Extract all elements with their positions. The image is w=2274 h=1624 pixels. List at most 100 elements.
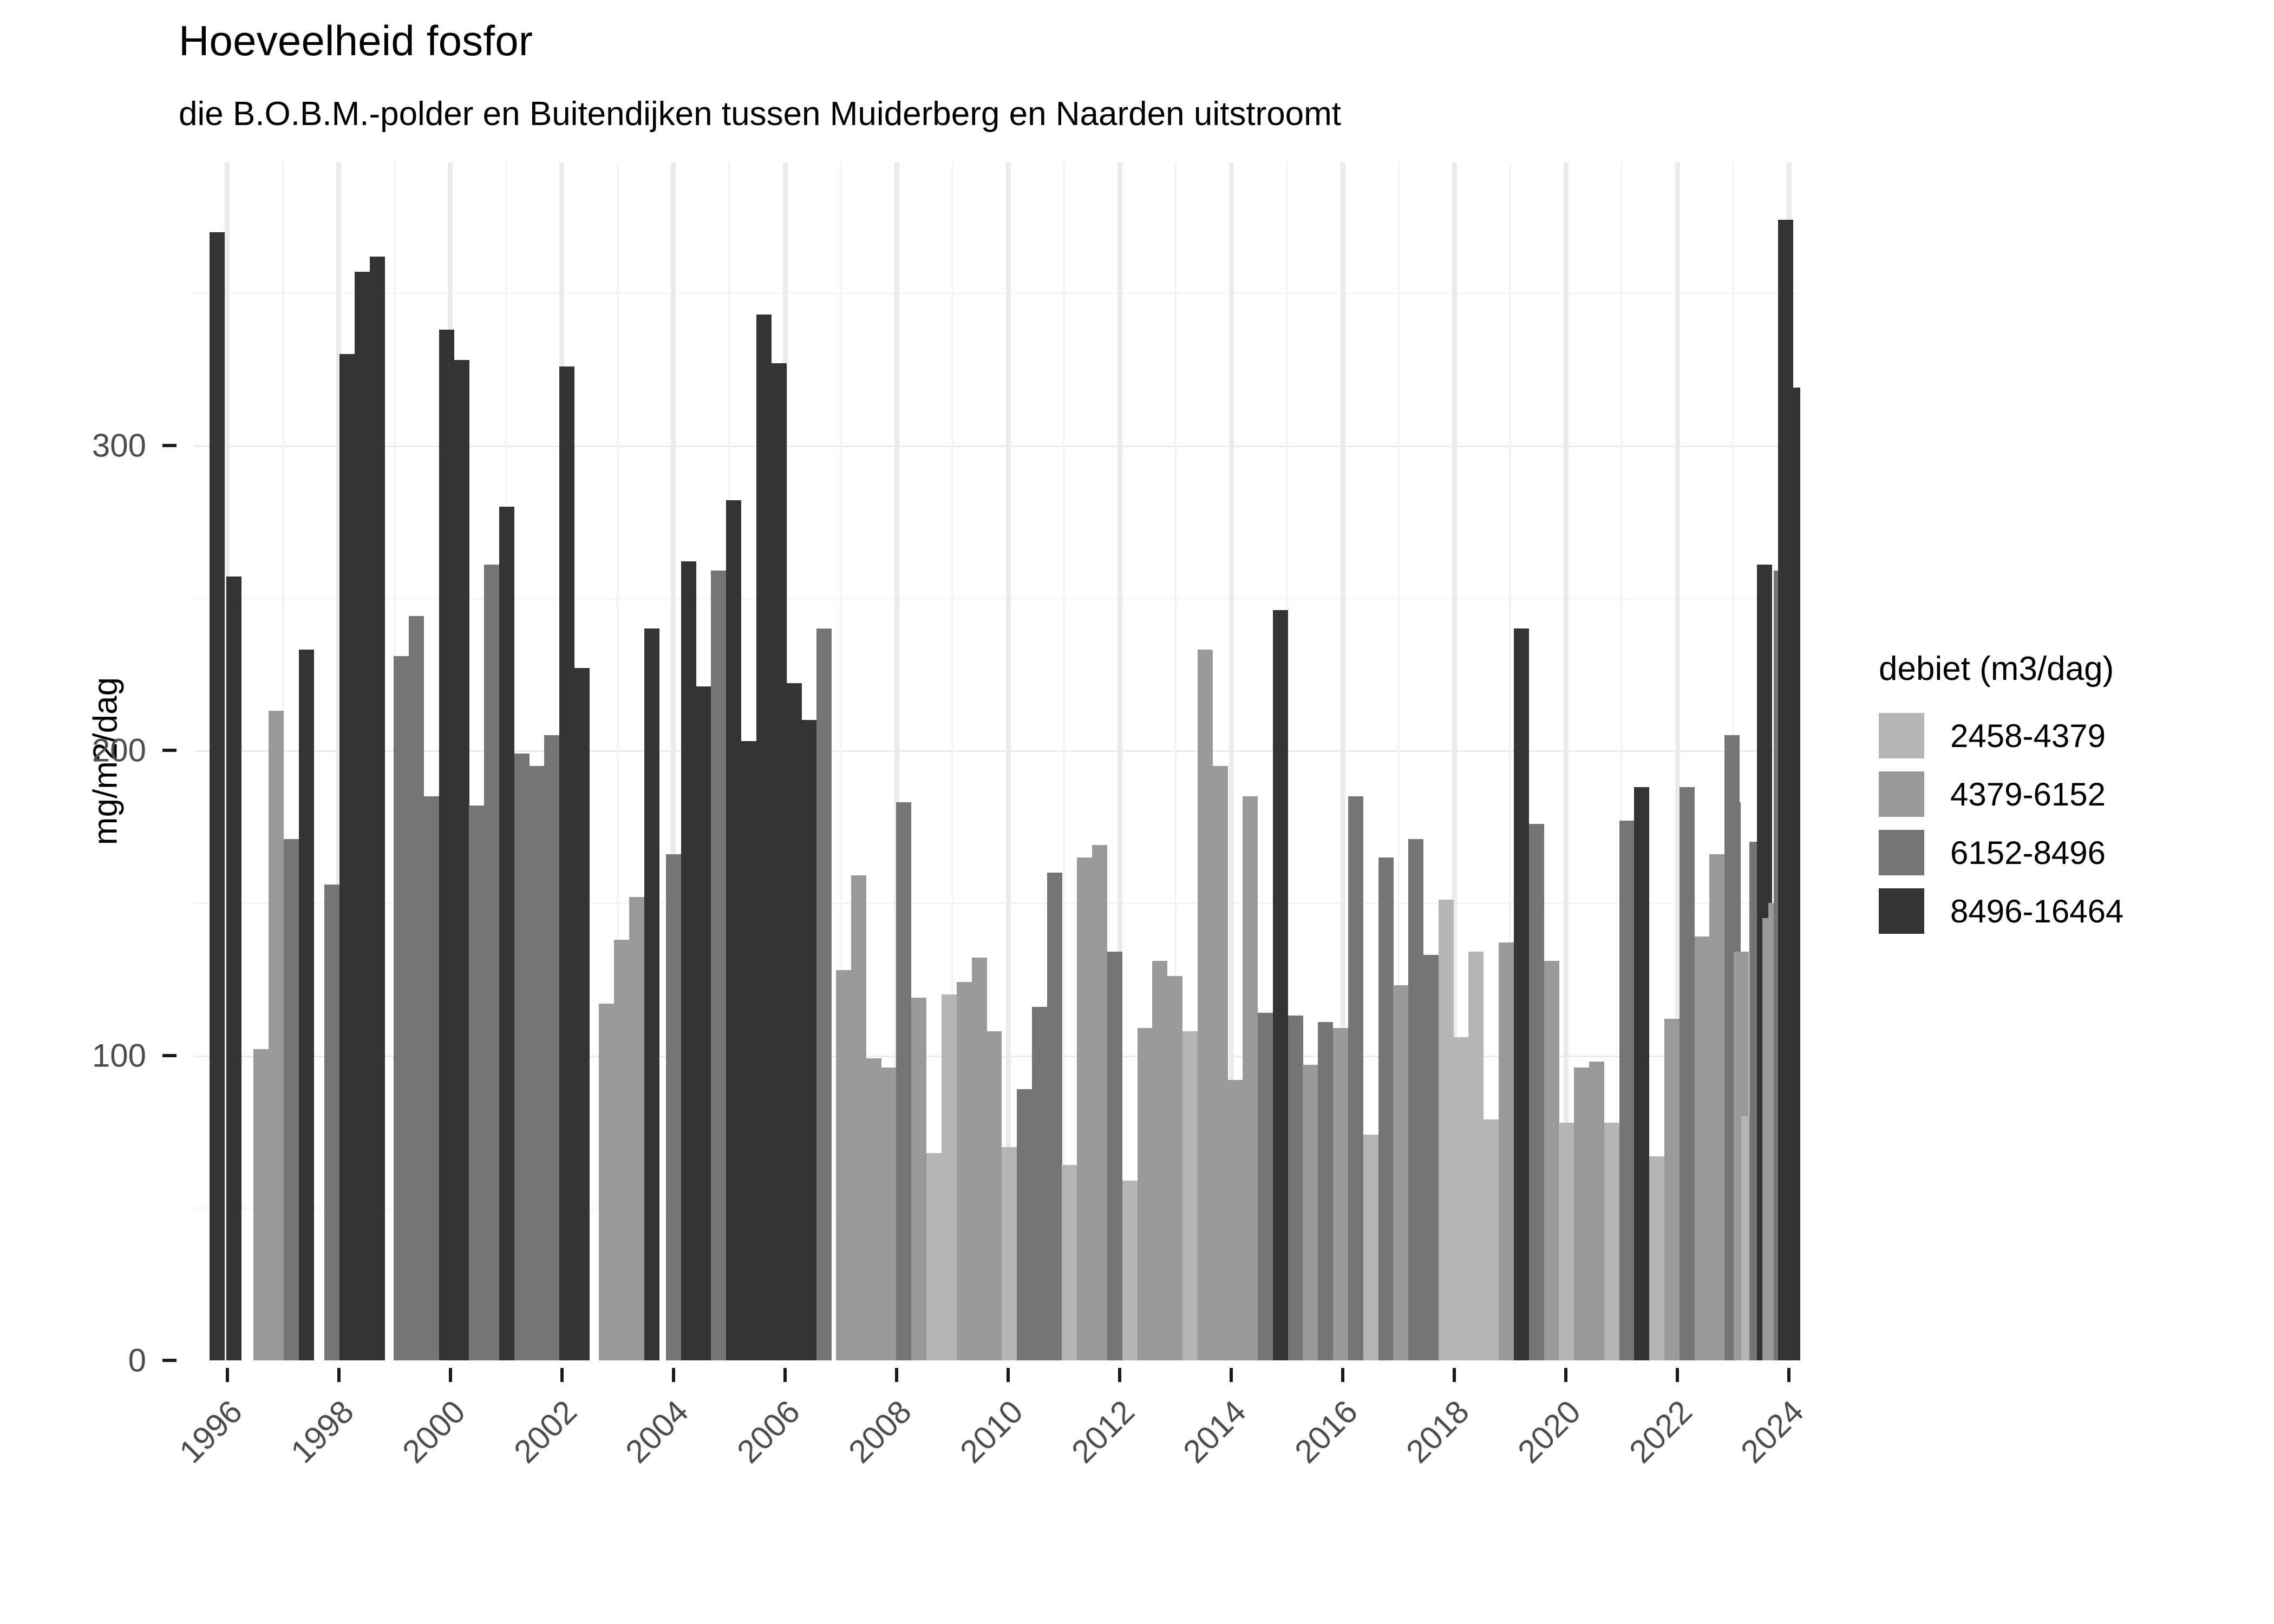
- bar: [614, 939, 630, 1360]
- bar: [423, 796, 439, 1360]
- x-axis-tick-mark: [1341, 1368, 1345, 1382]
- bar: [324, 885, 340, 1360]
- x-axis-tick-mark: [448, 1368, 452, 1382]
- bar: [1077, 857, 1093, 1360]
- bar: [210, 232, 225, 1360]
- bar: [599, 1003, 615, 1360]
- gridline-major: [194, 750, 1800, 752]
- vertical-gridline-minor: [951, 162, 954, 1360]
- bar: [1634, 787, 1650, 1360]
- vertical-gridline-minor: [1063, 162, 1066, 1360]
- bar: [1709, 854, 1725, 1360]
- bar: [726, 500, 742, 1360]
- bar: [786, 683, 802, 1360]
- bar: [1212, 765, 1228, 1360]
- bar: [1589, 1061, 1604, 1360]
- bar: [394, 656, 409, 1360]
- vertical-gridline-minor: [840, 162, 842, 1360]
- bar: [801, 720, 817, 1360]
- bar: [1679, 787, 1695, 1360]
- y-axis-tick-label: 200: [92, 732, 146, 769]
- bar: [454, 360, 469, 1360]
- legend-title: debiet (m3/dag): [1879, 650, 2114, 687]
- bar: [409, 616, 424, 1360]
- bar: [1243, 796, 1258, 1360]
- bar: [665, 854, 681, 1360]
- vertical-gridline-major: [1563, 162, 1569, 1360]
- legend-item: 2458-4379: [1879, 706, 2258, 765]
- vertical-gridline-major: [1229, 162, 1234, 1360]
- bar: [1333, 1027, 1349, 1360]
- bar: [269, 711, 284, 1360]
- x-axis-tick-label: 2000: [395, 1393, 472, 1470]
- chart-subtitle: die B.O.B.M.-polder en Buitendijken tuss…: [179, 95, 1342, 133]
- bar: [1378, 857, 1394, 1360]
- bar: [226, 577, 242, 1360]
- bar: [866, 1058, 881, 1360]
- bar: [644, 628, 659, 1360]
- bar: [1468, 952, 1484, 1360]
- x-axis-tick-mark: [783, 1368, 787, 1382]
- bar: [369, 256, 385, 1360]
- x-axis-tick-label: 2004: [618, 1393, 696, 1470]
- bar: [711, 570, 727, 1360]
- bar: [1062, 1165, 1077, 1360]
- y-axis-tick-mark: [162, 749, 177, 752]
- chart-title: Hoeveelheid fosfor: [179, 17, 533, 64]
- bar: [851, 875, 866, 1360]
- legend-color-swatch: [1879, 771, 1924, 817]
- bar: [1393, 985, 1409, 1360]
- x-axis-tick-label: 2018: [1399, 1393, 1476, 1470]
- bar: [771, 363, 787, 1360]
- legend-item-label: 6152-8496: [1950, 834, 2106, 871]
- bar: [956, 982, 972, 1360]
- bar: [1182, 1031, 1198, 1360]
- bar: [1513, 628, 1529, 1360]
- gridline-minor: [194, 293, 1800, 294]
- bar: [1574, 1068, 1590, 1360]
- x-axis-tick-mark: [895, 1368, 899, 1382]
- bar: [1408, 839, 1424, 1360]
- x-axis-tick-label: 2012: [1064, 1393, 1142, 1470]
- vertical-gridline-major: [1675, 162, 1680, 1360]
- x-axis-tick-mark: [1787, 1368, 1791, 1382]
- vertical-gridline-major: [1117, 162, 1122, 1360]
- bar: [1227, 1079, 1243, 1360]
- x-axis-tick-label: 2024: [1734, 1393, 1811, 1470]
- bar: [1785, 387, 1800, 1360]
- legend-item: 8496-16464: [1879, 882, 2258, 940]
- bar: [1604, 1122, 1619, 1360]
- bar: [1047, 872, 1062, 1360]
- bar: [439, 329, 454, 1360]
- bar: [253, 1049, 269, 1360]
- x-axis-tick-mark: [1453, 1368, 1456, 1382]
- bar: [559, 366, 575, 1360]
- gridline-minor: [194, 598, 1800, 599]
- bar: [1438, 900, 1454, 1360]
- bar: [1288, 1016, 1303, 1360]
- x-axis-tick-label: 2022: [1622, 1393, 1700, 1470]
- bar: [339, 354, 355, 1360]
- vertical-gridline-major: [894, 162, 899, 1360]
- legend-item: 6152-8496: [1879, 823, 2258, 882]
- bar: [896, 802, 912, 1360]
- x-axis-tick-mark: [560, 1368, 564, 1382]
- bar: [1167, 976, 1183, 1360]
- x-axis-tick-mark: [1007, 1368, 1010, 1382]
- vertical-gridline-major: [336, 162, 342, 1360]
- plot-panel: [194, 162, 1800, 1360]
- legend-items: 2458-4379 4379-6152 6152-8496 8496-16464: [1879, 706, 2258, 940]
- bar: [1318, 1021, 1334, 1360]
- vertical-gridline-major: [1005, 162, 1011, 1360]
- x-axis-tick-label: 2014: [1176, 1393, 1253, 1470]
- bar: [816, 628, 832, 1360]
- bar: [1528, 823, 1544, 1360]
- x-axis-tick-label: 2006: [730, 1393, 807, 1470]
- legend-color-swatch: [1879, 888, 1924, 934]
- bar: [574, 668, 590, 1360]
- vertical-gridline-minor: [1397, 162, 1400, 1360]
- bar: [1694, 936, 1710, 1360]
- x-axis-tick-label: 2020: [1511, 1393, 1588, 1470]
- x-axis-tick-mark: [225, 1368, 229, 1382]
- vertical-gridline-major: [1452, 162, 1457, 1360]
